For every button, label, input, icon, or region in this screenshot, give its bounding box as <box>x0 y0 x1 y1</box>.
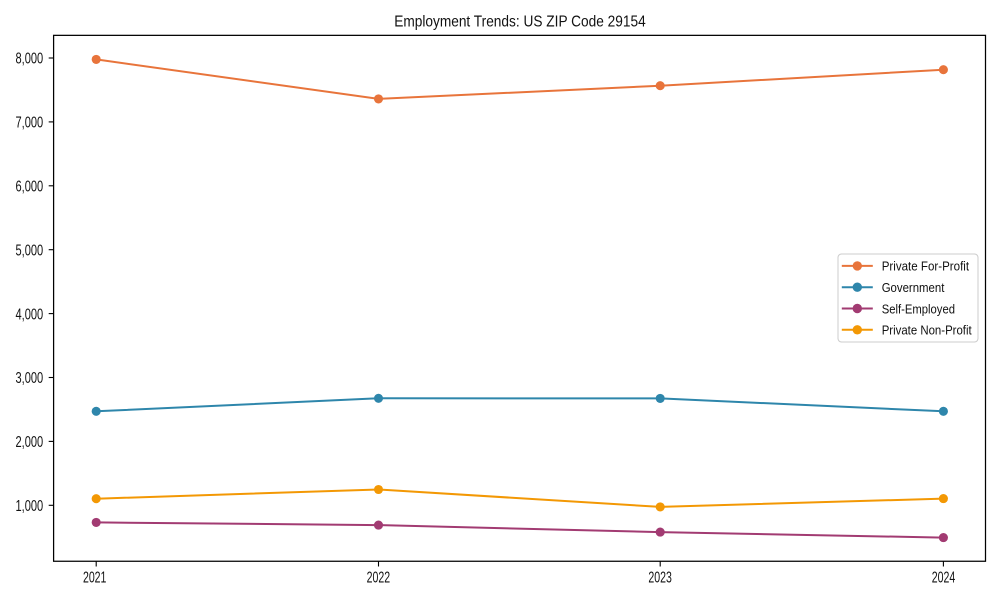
svg-text:7,000: 7,000 <box>16 115 44 132</box>
svg-text:Private Non-Profit: Private Non-Profit <box>882 323 972 338</box>
svg-text:8,000: 8,000 <box>16 51 44 68</box>
svg-text:Private For-Profit: Private For-Profit <box>882 259 970 274</box>
svg-text:2022: 2022 <box>367 569 391 586</box>
svg-text:6,000: 6,000 <box>16 179 44 196</box>
svg-text:5,000: 5,000 <box>16 242 44 259</box>
svg-text:2021: 2021 <box>83 569 107 586</box>
svg-text:Self-Employed: Self-Employed <box>882 301 955 316</box>
svg-text:1,000: 1,000 <box>16 498 44 515</box>
svg-text:Government: Government <box>882 280 945 295</box>
svg-text:2023: 2023 <box>648 569 672 586</box>
svg-text:3,000: 3,000 <box>16 370 44 387</box>
svg-text:Employment Trends: US ZIP Code: Employment Trends: US ZIP Code 29154 <box>394 14 646 31</box>
svg-text:2,000: 2,000 <box>16 434 44 451</box>
svg-text:4,000: 4,000 <box>16 306 44 323</box>
svg-text:2024: 2024 <box>932 569 956 586</box>
